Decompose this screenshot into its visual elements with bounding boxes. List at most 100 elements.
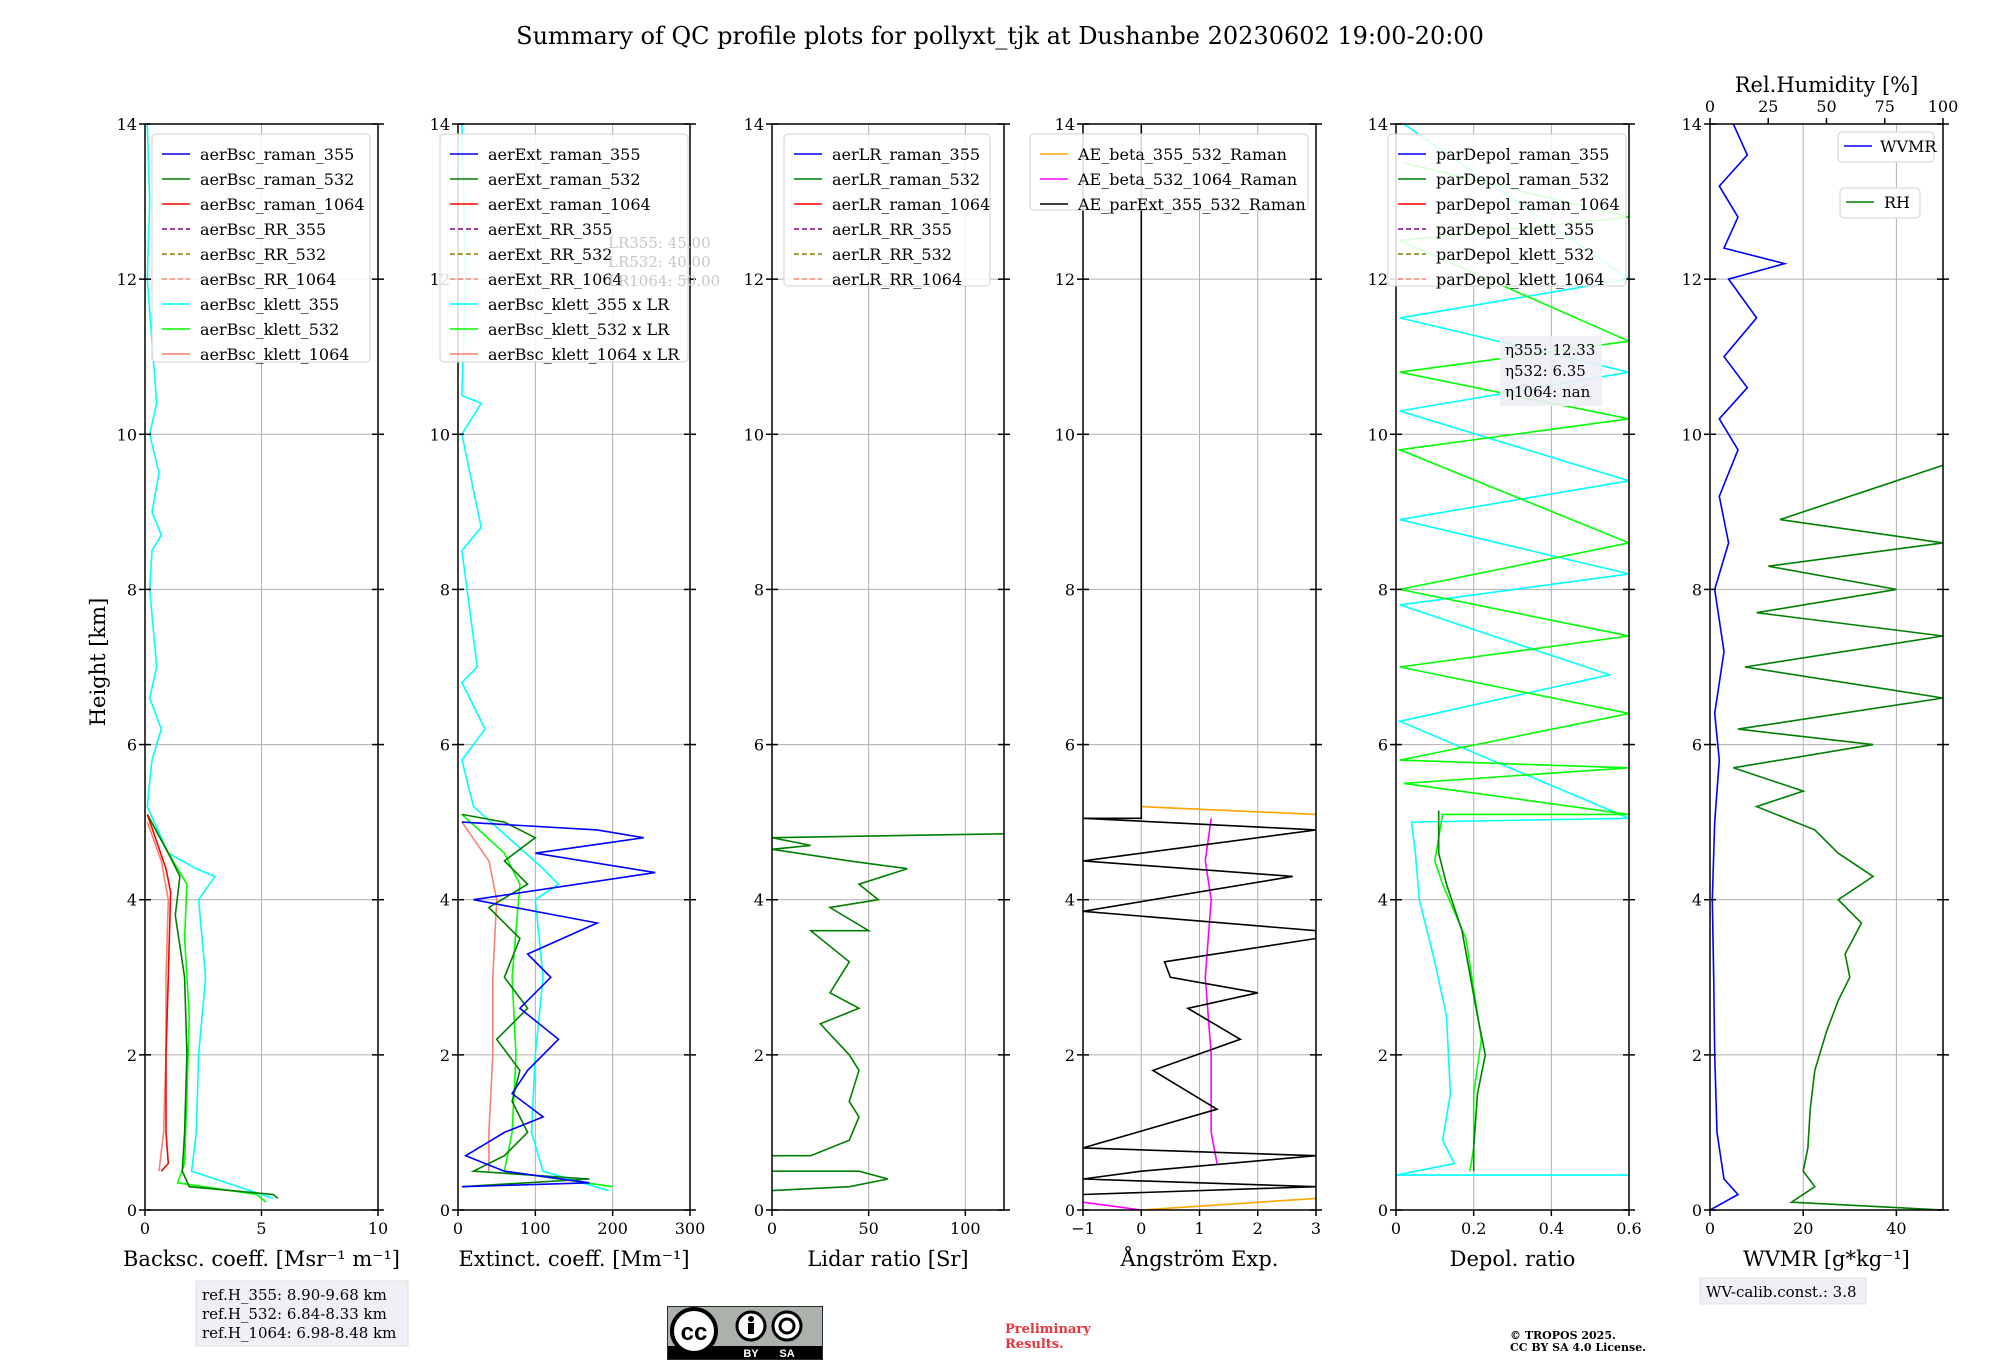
wv-calib-const: WV-calib.const.: 3.8: [1706, 1283, 1857, 1301]
eta-line: η1064: nan: [1505, 383, 1591, 401]
legend: WVMR RH: [1837, 131, 1937, 219]
x-axis-label: Ångström Exp.: [1120, 1246, 1279, 1271]
y-tick-label: 0: [1065, 1201, 1075, 1220]
y-tick-label: 4: [1692, 891, 1702, 910]
y-tick-label: 10: [1368, 425, 1388, 444]
eta-line: η355: 12.33: [1505, 341, 1595, 359]
series-AE_parExt_355_532_Raman: [1083, 124, 1316, 1196]
y-tick-label: 6: [1065, 736, 1075, 755]
series-aerBsc_klett_1064 x LR: [461, 821, 498, 1172]
y-tick-label: 0: [1378, 1201, 1388, 1220]
legend-entry: aerBsc_klett_355 x LR: [488, 295, 670, 314]
sa-label: SA: [779, 1348, 794, 1360]
copyright-line-1: © TROPOS 2025.: [1510, 1329, 1616, 1342]
x-tick-label: −1: [1071, 1219, 1095, 1238]
legend-entry: aerLR_RR_532: [832, 245, 952, 264]
legend-entry: aerBsc_raman_1064: [200, 195, 365, 214]
ref-heights-box: ref.H_355: 8.90-9.68 km ref.H_532: 6.84-…: [195, 1280, 409, 1347]
series-aerBsc_klett_1064: [146, 821, 170, 1172]
legend-entry: aerBsc_raman_355: [200, 145, 354, 164]
x-axis-label: Extinct. coeff. [Mm⁻¹]: [458, 1247, 689, 1271]
eta-box: [1500, 336, 1602, 406]
legend-entry: parDepol_raman_1064: [1436, 195, 1620, 214]
y-tick-label: 10: [744, 425, 764, 444]
legend-entry: aerBsc_klett_355: [200, 295, 339, 314]
x-axis-label: Lidar ratio [Sr]: [807, 1247, 968, 1271]
y-tick-label: 10: [1682, 425, 1702, 444]
series-aerBsc_raman_1064: [146, 814, 172, 1172]
y-tick-label: 2: [1065, 1046, 1075, 1065]
x-tick-label: 100: [950, 1219, 981, 1238]
legend-entry: aerExt_raman_355: [488, 145, 641, 164]
x-tick-label: 1: [1194, 1219, 1204, 1238]
y-tick-label: 6: [440, 736, 450, 755]
wv-calib-box: WV-calib.const.: 3.8: [1699, 1277, 1867, 1305]
legend-entry: aerBsc_raman_532: [200, 170, 354, 189]
panel-5: 0 2 4 6 8 10 12 14 0 0.2 0.4 0.6 Depol. ratio parDepo…: [1368, 115, 1642, 1271]
series-aerLR_raman_532: [772, 833, 1004, 1157]
series-AE_beta_532_1064_Raman: [1204, 818, 1218, 1164]
legend: aerLR_raman_355 aerLR_raman_532 aerLR_rama…: [783, 133, 991, 289]
y-tick-label: 4: [754, 891, 764, 910]
y-tick-label: 8: [127, 580, 137, 599]
legend-entry: aerLR_raman_355: [832, 145, 980, 164]
x-tick-label: 5: [256, 1219, 266, 1238]
y-tick-label: 8: [440, 580, 450, 599]
legend-entry: aerBsc_RR_532: [200, 245, 326, 264]
y-tick-label: 10: [1055, 425, 1075, 444]
x-axis-label: Depol. ratio: [1450, 1247, 1576, 1271]
legend-entry: WVMR: [1880, 137, 1937, 156]
legend-frame: [1029, 133, 1309, 211]
legend-entry: aerExt_RR_355: [488, 220, 612, 239]
legend-entry: aerBsc_RR_355: [200, 220, 326, 239]
x-tick-label: 100: [520, 1219, 551, 1238]
series-parDepol_raman_532: [1437, 810, 1487, 1172]
y-tick-label: 12: [1682, 270, 1702, 289]
legend: aerExt_raman_355 aerExt_raman_532 aerExt_r…: [439, 133, 689, 364]
legend-entry: parDepol_klett_532: [1436, 245, 1594, 264]
cc-label: cc: [681, 1319, 708, 1346]
y-tick-label: 12: [1368, 270, 1388, 289]
legend-entry: RH: [1884, 193, 1910, 212]
series-AE_beta_355_532_Raman: [1141, 805, 1316, 816]
legend-entry: aerBsc_RR_1064: [200, 270, 336, 289]
y-tick-label: 4: [1065, 891, 1075, 910]
y-tick-label: 8: [1692, 580, 1702, 599]
y-tick-label: 0: [440, 1201, 450, 1220]
series-aerBsc_klett_532 x LR: [461, 813, 613, 1188]
y-tick-label: 14: [117, 115, 137, 134]
panel-1: 0 2 4 6 8 10 12 14 0 5 10 Backsc. coeff. [Msr⁻¹ m⁻¹…: [117, 115, 400, 1271]
y-tick-label: 2: [754, 1046, 764, 1065]
series-RH: [1733, 464, 1943, 1210]
x-tick-label: 0: [1136, 1219, 1146, 1238]
legend-frame: [439, 133, 689, 363]
y-tick-label: 4: [440, 891, 450, 910]
top-x-tick-label: 100: [1928, 97, 1959, 116]
legend-entry: parDepol_raman_355: [1436, 145, 1609, 164]
y-tick-label: 14: [1055, 115, 1075, 134]
eta-annotation: η355: 12.33 η532: 6.35 η1064: nan: [1500, 336, 1602, 406]
legend-entry: parDepol_klett_1064: [1436, 270, 1605, 289]
legend-entry: aerBsc_klett_1064 x LR: [488, 345, 680, 364]
y-tick-label: 2: [127, 1046, 137, 1065]
ref-height-355: ref.H_355: 8.90-9.68 km: [202, 1286, 387, 1304]
series-WVMR: [1710, 124, 1788, 1210]
x-tick-label: 2: [1253, 1219, 1263, 1238]
y-tick-label: 0: [754, 1201, 764, 1220]
legend-entry: aerExt_RR_1064: [488, 270, 623, 289]
x-tick-label: 0.2: [1461, 1219, 1486, 1238]
top-x-axis-label: Rel.Humidity [%]: [1735, 73, 1919, 97]
sa-icon: [771, 1310, 803, 1342]
legend-entry: aerExt_raman_1064: [488, 195, 651, 214]
x-tick-label: 10: [368, 1219, 388, 1238]
legend-entry: aerLR_raman_532: [832, 170, 980, 189]
ref-height-1064: ref.H_1064: 6.98-8.48 km: [202, 1324, 396, 1342]
legend-frame: [1839, 187, 1921, 219]
x-tick-label: 0: [1705, 1219, 1715, 1238]
y-tick-label: 0: [1692, 1201, 1702, 1220]
y-tick-label: 14: [1682, 115, 1702, 134]
legend-entry: AE_parExt_355_532_Raman: [1077, 195, 1306, 214]
legend: aerBsc_raman_355 aerBsc_raman_532 aerBsc_r…: [151, 133, 371, 364]
x-axis-label: WVMR [g*kg⁻¹]: [1743, 1247, 1910, 1271]
